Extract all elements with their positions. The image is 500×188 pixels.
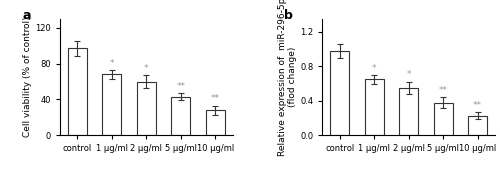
Bar bbox=[399, 88, 418, 135]
Text: **: ** bbox=[438, 86, 448, 95]
Y-axis label: Cell viability (% of control): Cell viability (% of control) bbox=[24, 17, 32, 137]
Bar bbox=[434, 102, 452, 135]
Bar bbox=[468, 115, 487, 135]
Text: **: ** bbox=[473, 101, 482, 110]
Y-axis label: Relative expression of  miR-296-5p
(flod change): Relative expression of miR-296-5p (flod … bbox=[278, 0, 297, 156]
Text: **: ** bbox=[176, 82, 186, 91]
Text: **: ** bbox=[211, 94, 220, 103]
Text: b: b bbox=[284, 9, 294, 23]
Text: *: * bbox=[406, 70, 411, 80]
Bar bbox=[172, 97, 190, 135]
Text: *: * bbox=[110, 59, 114, 67]
Bar bbox=[330, 51, 349, 135]
Bar bbox=[68, 48, 87, 135]
Bar bbox=[206, 110, 225, 135]
Text: *: * bbox=[144, 64, 148, 73]
Bar bbox=[137, 82, 156, 135]
Bar bbox=[102, 74, 122, 135]
Bar bbox=[364, 79, 384, 135]
Text: *: * bbox=[372, 64, 376, 73]
Text: a: a bbox=[22, 9, 30, 23]
